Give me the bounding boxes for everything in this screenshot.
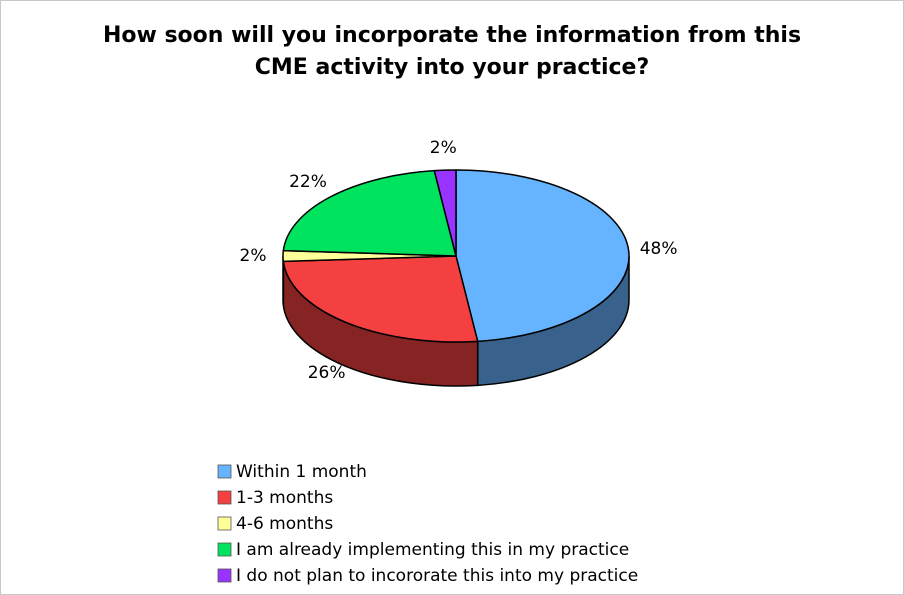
legend-swatch xyxy=(217,464,232,479)
data-label: 2% xyxy=(430,138,457,158)
pie-slice xyxy=(433,169,457,257)
chart-title: How soon will you incorporate the inform… xyxy=(102,23,802,80)
legend-label: I am already implementing this in my pra… xyxy=(236,540,629,560)
legend-label: Within 1 month xyxy=(236,462,367,482)
legend-swatch xyxy=(217,542,232,557)
data-label: 22% xyxy=(289,172,327,192)
legend-swatch xyxy=(217,568,232,583)
pie-slice xyxy=(282,255,479,343)
legend-label: 1-3 months xyxy=(236,488,333,508)
pie-slice xyxy=(282,169,457,257)
pie-slice xyxy=(455,169,630,343)
data-label: 26% xyxy=(308,363,346,383)
legend-swatch xyxy=(217,490,232,505)
legend-label: I do not plan to incororate this into my… xyxy=(236,566,638,586)
data-label: 48% xyxy=(640,239,678,259)
legend-swatch xyxy=(217,516,232,531)
legend-label: 4-6 months xyxy=(236,514,333,534)
data-label: 2% xyxy=(240,246,267,266)
